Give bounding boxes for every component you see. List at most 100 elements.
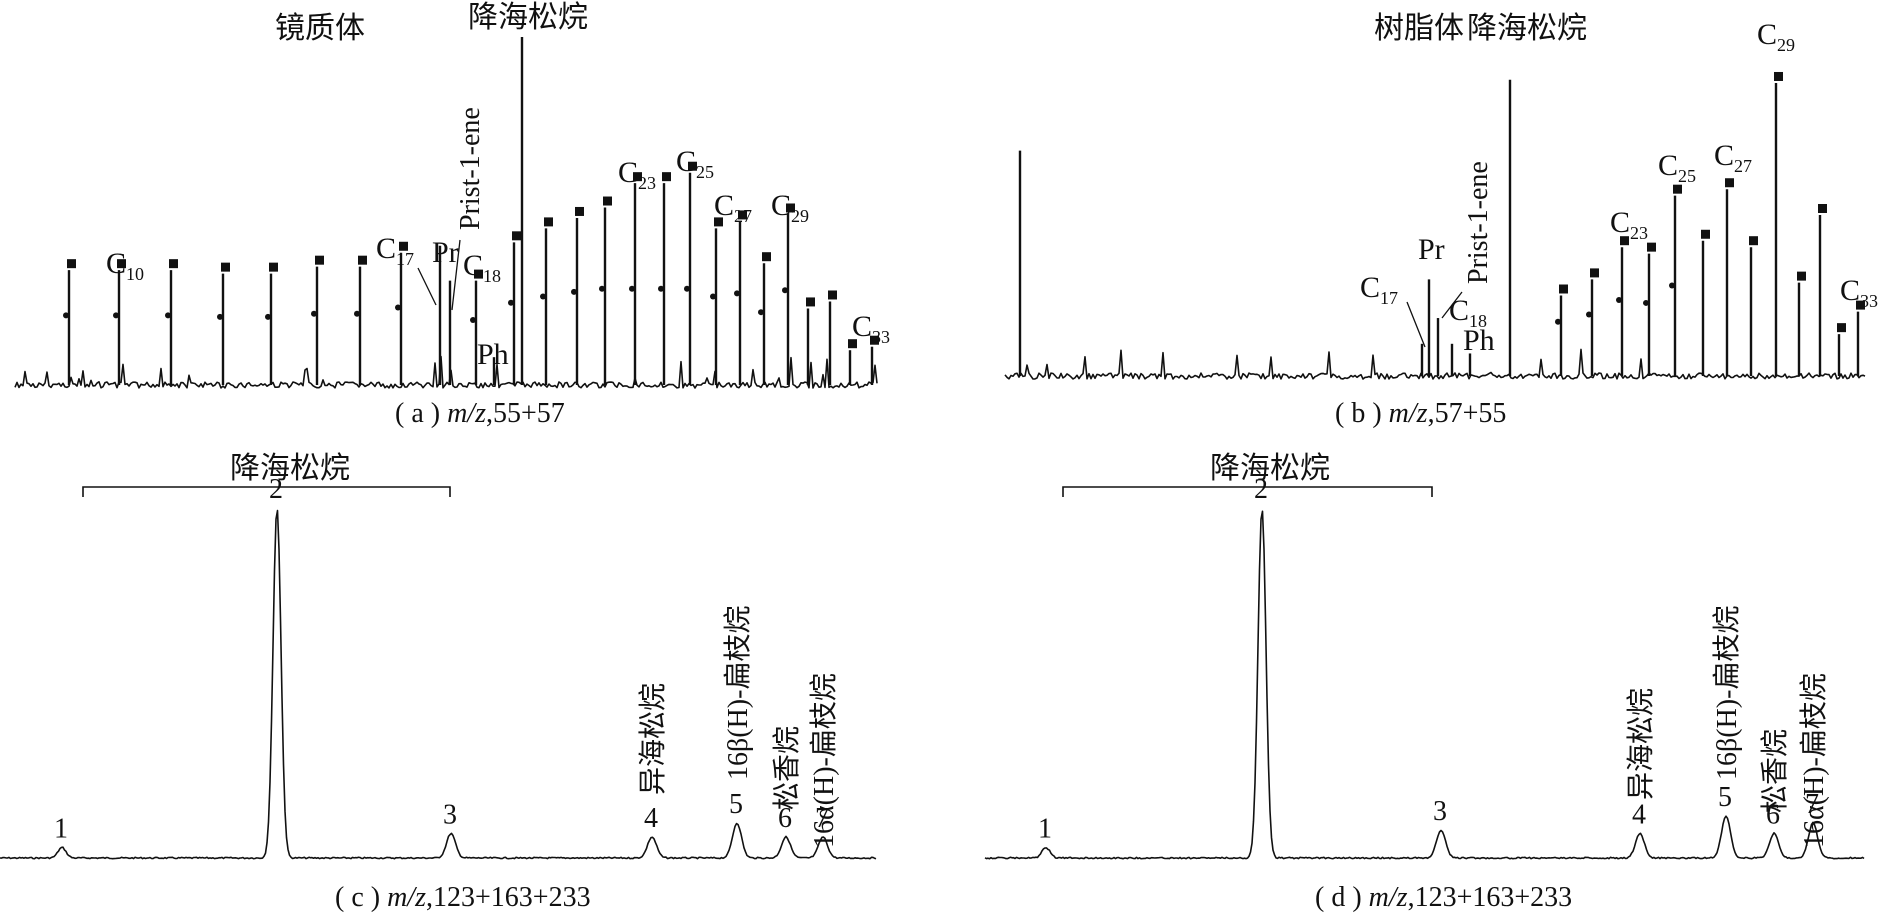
panel-c-caption-prefix: ( c ) xyxy=(335,882,387,913)
label-c33-a: C33 xyxy=(852,310,890,347)
panel-d-peak-number: 7 xyxy=(1805,789,1819,820)
label-ph-a: Ph xyxy=(477,338,509,371)
panel-a-square-marker xyxy=(269,262,278,272)
panel-b-square-marker xyxy=(1701,229,1710,239)
panel-c-caption-values: ,123+163+233 xyxy=(426,882,591,913)
label-c33-b: C33 xyxy=(1840,274,1878,311)
label-c29-b: C29 xyxy=(1757,18,1795,55)
panel-a-caption-mz: m/z xyxy=(447,398,486,429)
panel-a-dot-marker xyxy=(758,309,764,316)
panel-d-caption-prefix: ( d ) xyxy=(1315,882,1369,913)
panel-a-square-marker xyxy=(117,259,126,269)
label-c18-a-sub: 18 xyxy=(483,266,501,286)
panel-d-peak-number: 4 xyxy=(1632,800,1646,831)
label-c23-a: C23 xyxy=(618,156,656,193)
panel-b-caption-mz: m/z xyxy=(1389,398,1428,429)
panel-a-dot-marker xyxy=(540,293,546,300)
panel-a-caption: ( a ) m/z,55+57 xyxy=(395,398,565,429)
label-ph-b: Ph xyxy=(1463,324,1495,357)
label-c10-sub: 10 xyxy=(126,264,144,284)
panel-a-dot-marker xyxy=(217,313,223,320)
panel-a-square-marker xyxy=(221,262,230,272)
leader-prist-b xyxy=(1441,291,1463,319)
panel-d-peak-number: 2 xyxy=(1254,474,1268,505)
panel-c-peak-number: 5 xyxy=(729,789,743,820)
panel-c-peak-number: 6 xyxy=(778,803,792,834)
panel-c-peak-number: 2 xyxy=(269,474,283,505)
panel-a-square-marker xyxy=(662,172,671,182)
label-c17-b-sub: 17 xyxy=(1380,288,1398,308)
panel-a-dot-marker xyxy=(311,310,317,317)
panel-b-square-marker xyxy=(1725,178,1734,188)
panel-a-dot-marker xyxy=(265,313,271,320)
panel-c-caption-mz: m/z xyxy=(387,882,426,913)
panel-a-square-marker xyxy=(575,206,584,216)
panel-a-main-peak-label: 降海松烷 xyxy=(468,1,588,34)
label-c27-a: C27 xyxy=(714,189,752,226)
panel-b-dot-marker xyxy=(1555,318,1561,325)
panel-c-trace xyxy=(0,509,877,860)
panel-a-square-marker xyxy=(714,217,723,227)
label-c25-a: C25 xyxy=(676,145,714,182)
panel-a-square-marker xyxy=(474,269,483,279)
label-c29-a-sub: 29 xyxy=(791,206,809,226)
panel-d-caption-values: ,123+163+233 xyxy=(1408,882,1573,913)
panel-a-caption-prefix: ( a ) xyxy=(395,398,447,429)
panel-a-peaks xyxy=(63,37,879,385)
panel-c-group-bracket xyxy=(82,486,451,497)
label-c23-b: C23 xyxy=(1610,206,1648,243)
panel-a-square-marker xyxy=(762,252,771,262)
panel-a-dot-marker xyxy=(63,312,69,319)
panel-a-square-marker xyxy=(603,196,612,206)
leader-c17 xyxy=(417,267,437,306)
label-prist-1-ene-b: Prist-1-ene xyxy=(1463,161,1494,284)
label-c23-a-sub: 23 xyxy=(638,173,656,193)
panel-d-peak-number: 3 xyxy=(1433,796,1447,827)
panel-a-caption-values: ,55+57 xyxy=(486,398,565,429)
panel-a-dot-marker xyxy=(710,293,716,300)
panel-c-peak-number: 1 xyxy=(54,814,68,845)
panel-b-square-marker xyxy=(1673,184,1682,194)
panel-a-dot-marker xyxy=(658,285,664,292)
label-c23-b-sub: 23 xyxy=(1630,223,1648,243)
panel-d-peak-number: 1 xyxy=(1038,814,1052,845)
panel-b-square-marker xyxy=(1590,268,1599,278)
leader-c17-b xyxy=(1406,301,1426,348)
label-pr-a: Pr xyxy=(432,236,459,269)
label-c25-a-sub: 25 xyxy=(696,162,714,182)
panel-b-square-marker xyxy=(1620,236,1629,246)
label-c18-b-sub: 18 xyxy=(1469,311,1487,331)
panel-a-square-marker xyxy=(806,297,815,307)
panel-a-dot-marker xyxy=(571,288,577,295)
panel-b-dot-marker xyxy=(1669,282,1675,289)
label-c25-b-sub: 25 xyxy=(1678,166,1696,186)
label-c25-b: C25 xyxy=(1658,149,1696,186)
panel-a: 镜质体 降海松烷 C10 C17 Pr Prist-1-ene C18 Ph C… xyxy=(14,1,890,429)
panel-b-square-marker xyxy=(1647,242,1656,252)
leader-prist-a xyxy=(451,239,461,311)
panel-a-dot-marker xyxy=(629,285,635,292)
panel-b-peaks xyxy=(1018,71,1865,376)
label-c27-a-sub: 27 xyxy=(734,206,752,226)
panel-b-square-marker xyxy=(1559,284,1568,294)
panel-a-square-marker xyxy=(544,217,553,227)
panel-d-compound-name: 16β(H)-扁枝烷 xyxy=(1711,606,1743,780)
panel-b-dot-marker xyxy=(1616,297,1622,304)
label-c17-b: C17 xyxy=(1360,271,1398,308)
panel-c-peak-number: 3 xyxy=(443,800,457,831)
panel-d-compound-name: 松香烷 xyxy=(1759,729,1791,813)
panel-b-square-marker xyxy=(1774,71,1783,81)
panel-a-square-marker xyxy=(786,203,795,213)
panel-d-compound-name: 16α(H)-扁枝烷 xyxy=(1798,673,1830,848)
panel-c-compound-name: 16β(H)-扁枝烷 xyxy=(722,606,754,780)
panel-b: 树脂体 降海松烷 C17 Pr Prist-1-ene C18 Ph C23 C… xyxy=(1004,12,1878,429)
panel-c-caption: ( c ) m/z,123+163+233 xyxy=(335,882,591,913)
label-c18-a: C18 xyxy=(463,249,501,286)
panel-a-square-marker xyxy=(848,339,857,349)
label-pr-b: Pr xyxy=(1418,233,1445,266)
panel-a-dot-marker xyxy=(470,317,476,324)
panel-b-square-marker xyxy=(1856,300,1865,310)
panel-b-dot-marker xyxy=(1643,299,1649,306)
label-c29-a: C29 xyxy=(771,189,809,226)
